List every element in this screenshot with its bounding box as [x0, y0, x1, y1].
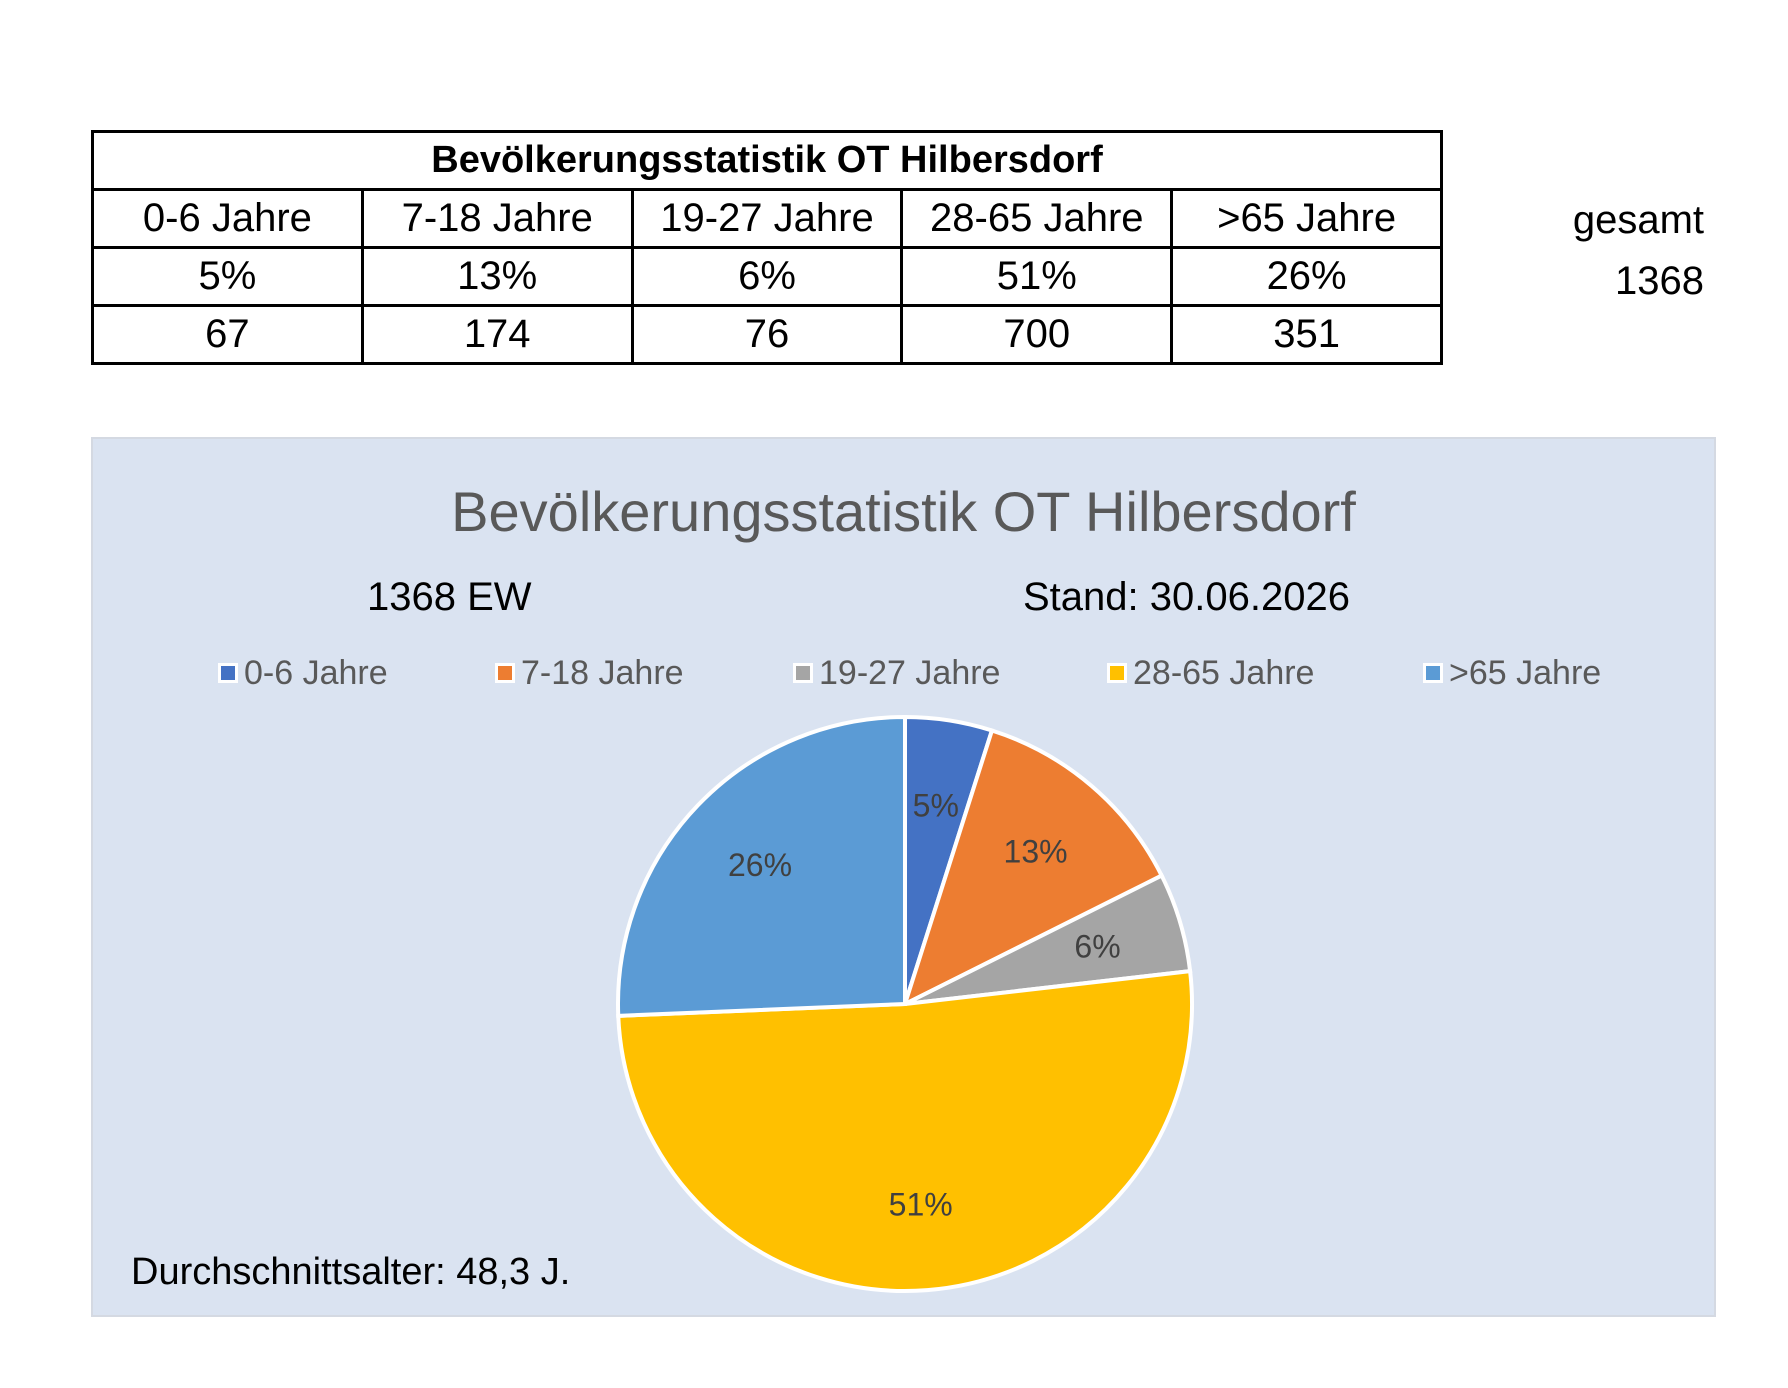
table-header-row: 0-6 Jahre 7-18 Jahre 19-27 Jahre 28-65 J… — [91, 188, 1443, 249]
legend-label: 19-27 Jahre — [819, 653, 1001, 692]
chart-subtitle-inhabitants: 1368 EW — [367, 575, 532, 619]
legend-label: >65 Jahre — [1449, 653, 1602, 692]
chart-footnote-average-age: Durchschnittsalter: 48,3 J. — [131, 1251, 571, 1293]
header-cell: >65 Jahre — [1170, 188, 1443, 249]
legend-item: 28-65 Jahre — [1107, 651, 1314, 695]
count-cell: 351 — [1170, 304, 1443, 365]
percent-cell: 6% — [630, 246, 904, 307]
legend-swatch — [793, 663, 813, 683]
legend-label: 7-18 Jahre — [521, 653, 684, 692]
chart-panel: Bevölkerungsstatistik OT Hilbersdorf 136… — [91, 437, 1716, 1317]
legend-item: 0-6 Jahre — [218, 651, 388, 695]
legend-label: 0-6 Jahre — [244, 653, 388, 692]
pie-slice — [901, 727, 1165, 1008]
pie-data-label: 5% — [913, 787, 959, 823]
table-title: Bevölkerungsstatistik OT Hilbersdorf — [91, 130, 1443, 191]
percent-cell: 13% — [360, 246, 634, 307]
pie-data-label: 26% — [728, 847, 792, 883]
legend-swatch — [1423, 663, 1443, 683]
table-row-percent: 5% 13% 6% 51% 26% — [91, 246, 1443, 307]
count-cell: 700 — [900, 304, 1174, 365]
count-cell: 67 — [91, 304, 364, 365]
pie-chart: 5% 13% 6% 51% 26% — [616, 714, 1194, 1293]
legend-item: >65 Jahre — [1423, 651, 1601, 695]
header-cell: 28-65 Jahre — [900, 188, 1174, 249]
legend-swatch — [218, 663, 238, 683]
percent-cell: 51% — [900, 246, 1174, 307]
percent-cell: 5% — [91, 246, 364, 307]
pie-data-label: 6% — [1074, 929, 1120, 965]
legend-swatch — [495, 663, 515, 683]
pie-slice — [616, 968, 1194, 1293]
chart-subtitle-date: Stand: 30.06.2026 — [1023, 575, 1350, 619]
total-value: 1368 — [1615, 259, 1704, 303]
legend-label: 28-65 Jahre — [1133, 653, 1315, 692]
header-cell: 0-6 Jahre — [91, 188, 364, 249]
count-cell: 174 — [360, 304, 634, 365]
header-cell: 7-18 Jahre — [360, 188, 634, 249]
legend-item: 19-27 Jahre — [793, 651, 1000, 695]
total-label: gesamt — [1572, 198, 1704, 242]
pie-data-label: 51% — [889, 1186, 953, 1222]
header-cell: 19-27 Jahre — [630, 188, 904, 249]
pie-data-label: 13% — [1004, 833, 1068, 869]
pie-slice — [616, 714, 907, 1018]
table-row-count: 67 174 76 700 351 — [91, 304, 1443, 365]
count-cell: 76 — [630, 304, 904, 365]
chart-title: Bevölkerungsstatistik OT Hilbersdorf — [451, 480, 1356, 543]
legend-swatch — [1107, 663, 1127, 683]
population-table: Bevölkerungsstatistik OT Hilbersdorf 0-6… — [91, 130, 1443, 365]
legend-item: 7-18 Jahre — [495, 651, 684, 695]
percent-cell: 26% — [1170, 246, 1443, 307]
